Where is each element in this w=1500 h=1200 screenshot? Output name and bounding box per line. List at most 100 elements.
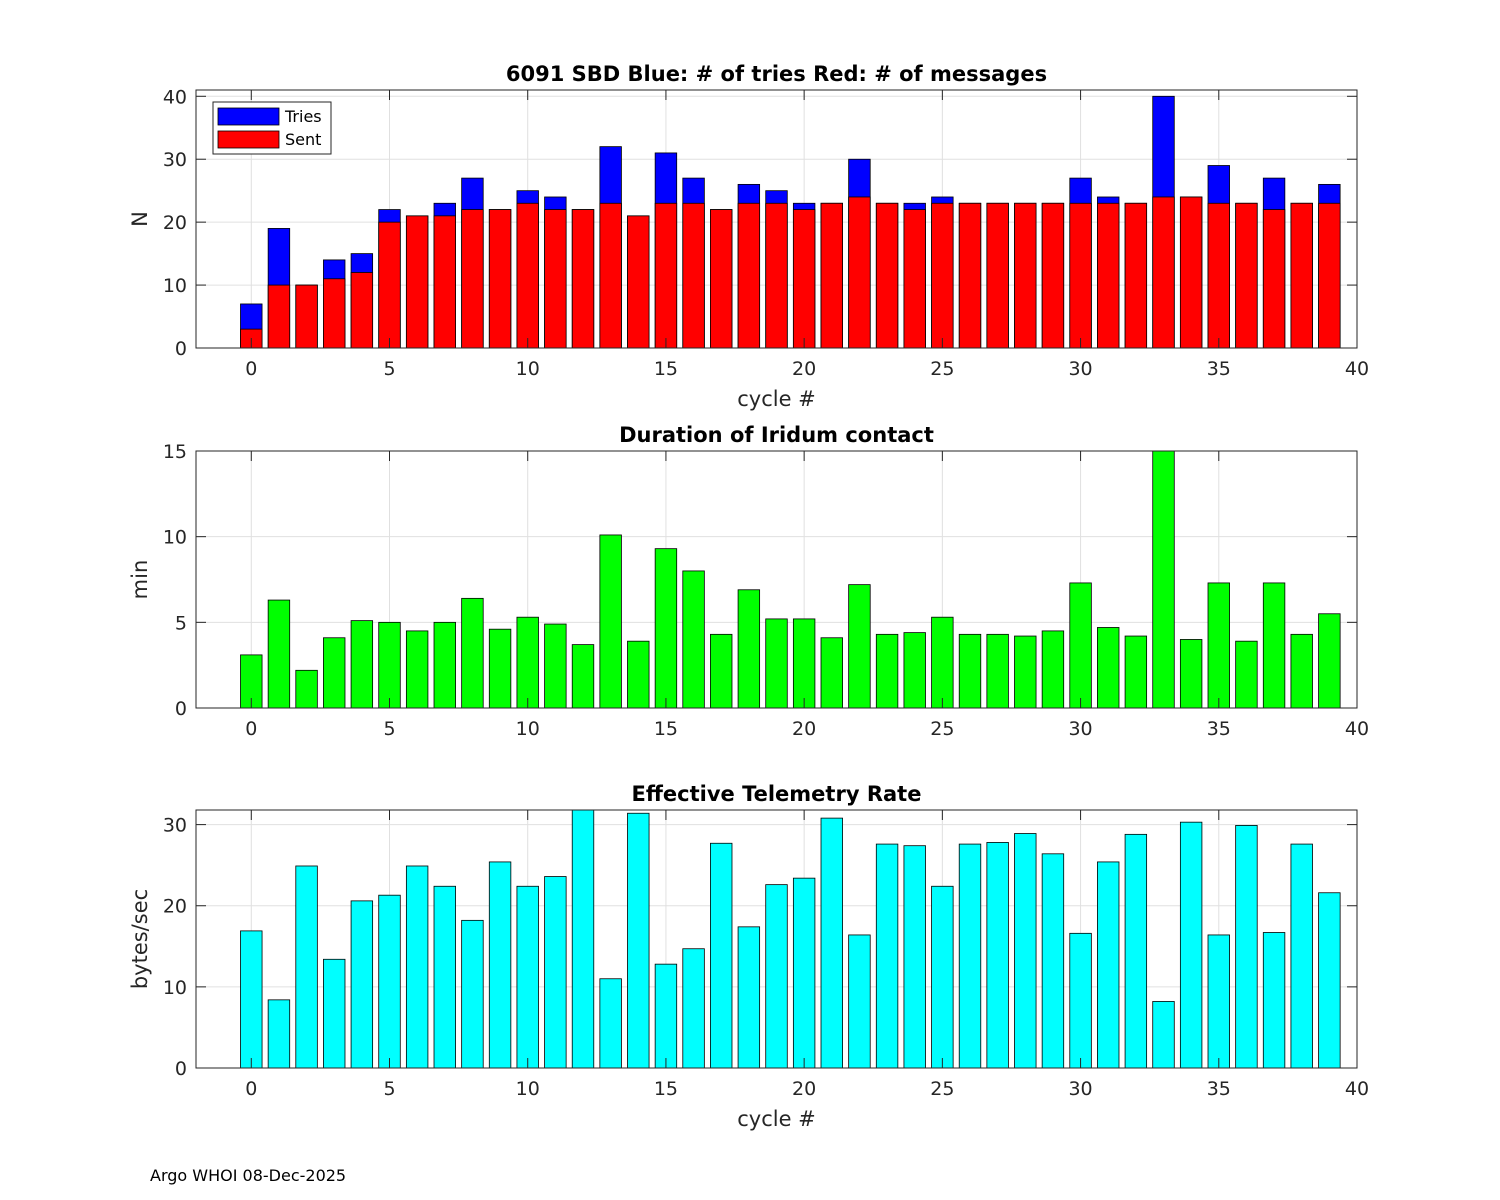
y-tick-label: 20	[163, 896, 187, 918]
x-tick-label: 30	[1068, 718, 1092, 740]
bar-duration-26	[958, 633, 982, 709]
bar-rate-13	[599, 978, 622, 1069]
chart-3: 0 5 10 15 20 25 30 35 40 0 10 20 30 Effective Telemet…	[128, 782, 1369, 1131]
bar-rate-32	[1124, 833, 1148, 1069]
bar-sent-22	[848, 196, 871, 349]
bar-duration-16	[682, 570, 705, 709]
bar-duration-10	[516, 616, 539, 709]
chart-title: 6091 SBD Blue: # of tries Red: # of mess…	[506, 62, 1047, 86]
bar-duration-18	[737, 589, 761, 709]
bar-sent-15	[654, 202, 678, 349]
x-axis-label: cycle #	[737, 1107, 816, 1131]
bar-sent-29	[1041, 202, 1065, 349]
y-tick-label: 10	[163, 527, 187, 549]
bar-rate-9	[488, 861, 512, 1069]
bar-sent-24	[903, 209, 926, 349]
y-tick-label: 30	[163, 149, 187, 171]
bar-sent-30	[1069, 202, 1092, 349]
bar-rate-18	[737, 926, 761, 1069]
bar-sent-2	[295, 284, 318, 349]
x-tick-label: 15	[654, 358, 678, 380]
y-tick-label: 0	[175, 338, 187, 360]
bar-sent-26	[958, 202, 982, 349]
bar-rate-20	[792, 877, 816, 1069]
bar-sent-33	[1152, 196, 1175, 349]
bar-rate-4	[350, 900, 374, 1069]
x-tick-label: 5	[383, 1078, 395, 1100]
bar-duration-8	[461, 597, 484, 709]
bar-sent-8	[461, 209, 484, 349]
bar-rate-7	[433, 885, 456, 1069]
x-tick-label: 20	[792, 358, 816, 380]
bar-sent-9	[488, 209, 512, 349]
y-axis-label: bytes/sec	[128, 889, 152, 989]
bar-sent-17	[710, 209, 733, 349]
x-tick-label: 0	[245, 1078, 257, 1100]
x-tick-label: 35	[1207, 358, 1231, 380]
bar-rate-23	[875, 843, 899, 1069]
bar-sent-28	[1014, 202, 1037, 349]
bar-duration-12	[571, 644, 595, 709]
bar-duration-20	[792, 618, 816, 709]
bar-duration-38	[1290, 633, 1313, 709]
x-tick-label: 35	[1207, 718, 1231, 740]
bar-duration-21	[820, 637, 843, 709]
y-tick-label: 20	[163, 212, 187, 234]
bar-duration-36	[1235, 640, 1258, 709]
x-tick-label: 10	[516, 358, 540, 380]
bar-duration-31	[1097, 627, 1120, 709]
bar-rate-22	[848, 934, 871, 1069]
y-tick-label: 10	[163, 977, 187, 999]
bar-duration-23	[875, 633, 899, 709]
bar-duration-22	[848, 584, 871, 709]
bar-sent-10	[516, 202, 539, 349]
bar-rate-21	[820, 817, 843, 1069]
bar-rate-33	[1152, 1001, 1175, 1069]
bar-rate-8	[461, 919, 484, 1069]
bar-sent-16	[682, 202, 705, 349]
x-tick-label: 15	[654, 1078, 678, 1100]
bar-duration-15	[654, 548, 678, 709]
x-tick-label: 35	[1207, 1078, 1231, 1100]
bar-rate-36	[1235, 825, 1258, 1069]
bar-duration-35	[1207, 582, 1230, 709]
bar-duration-7	[433, 621, 456, 709]
chart-2: 0 5 10 15 20 25 30 35 40 0 5 10 15 Duration of Iridum…	[128, 423, 1369, 740]
axes-box	[195, 809, 1358, 1069]
axes-box	[195, 450, 1358, 709]
bar-rate-30	[1069, 932, 1092, 1069]
x-tick-label: 0	[245, 358, 257, 380]
x-tick-label: 30	[1068, 358, 1092, 380]
bar-rate-3	[323, 958, 346, 1069]
bar-rate-24	[903, 845, 926, 1069]
x-tick-label: 20	[792, 718, 816, 740]
bar-rate-12	[571, 809, 595, 1069]
y-axis-label: min	[128, 560, 152, 600]
legend-swatch-sent	[217, 130, 280, 149]
bar-duration-6	[405, 630, 429, 709]
x-tick-label: 40	[1345, 358, 1369, 380]
bar-duration-9	[488, 628, 512, 709]
y-tick-label: 0	[175, 1058, 187, 1080]
bar-duration-29	[1041, 630, 1065, 709]
bar-duration-13	[599, 534, 622, 709]
bar-rate-11	[544, 876, 567, 1069]
bar-duration-30	[1069, 582, 1092, 709]
legend: Tries Sent	[212, 101, 332, 155]
bar-duration-39	[1318, 613, 1341, 709]
bar-sent-1	[267, 284, 291, 349]
bar-duration-32	[1124, 635, 1148, 709]
bar-sent-23	[875, 202, 899, 349]
bar-rate-2	[295, 865, 318, 1069]
bar-sent-27	[986, 202, 1009, 349]
bar-duration-5	[378, 621, 401, 709]
bar-sent-6	[405, 215, 429, 349]
bar-sent-37	[1262, 209, 1286, 349]
bar-rate-25	[931, 885, 954, 1069]
bar-sent-25	[931, 202, 954, 349]
x-tick-label: 40	[1345, 1078, 1369, 1100]
bar-duration-4	[350, 620, 374, 709]
bar-sent-7	[433, 215, 456, 349]
bar-rate-10	[516, 885, 539, 1069]
